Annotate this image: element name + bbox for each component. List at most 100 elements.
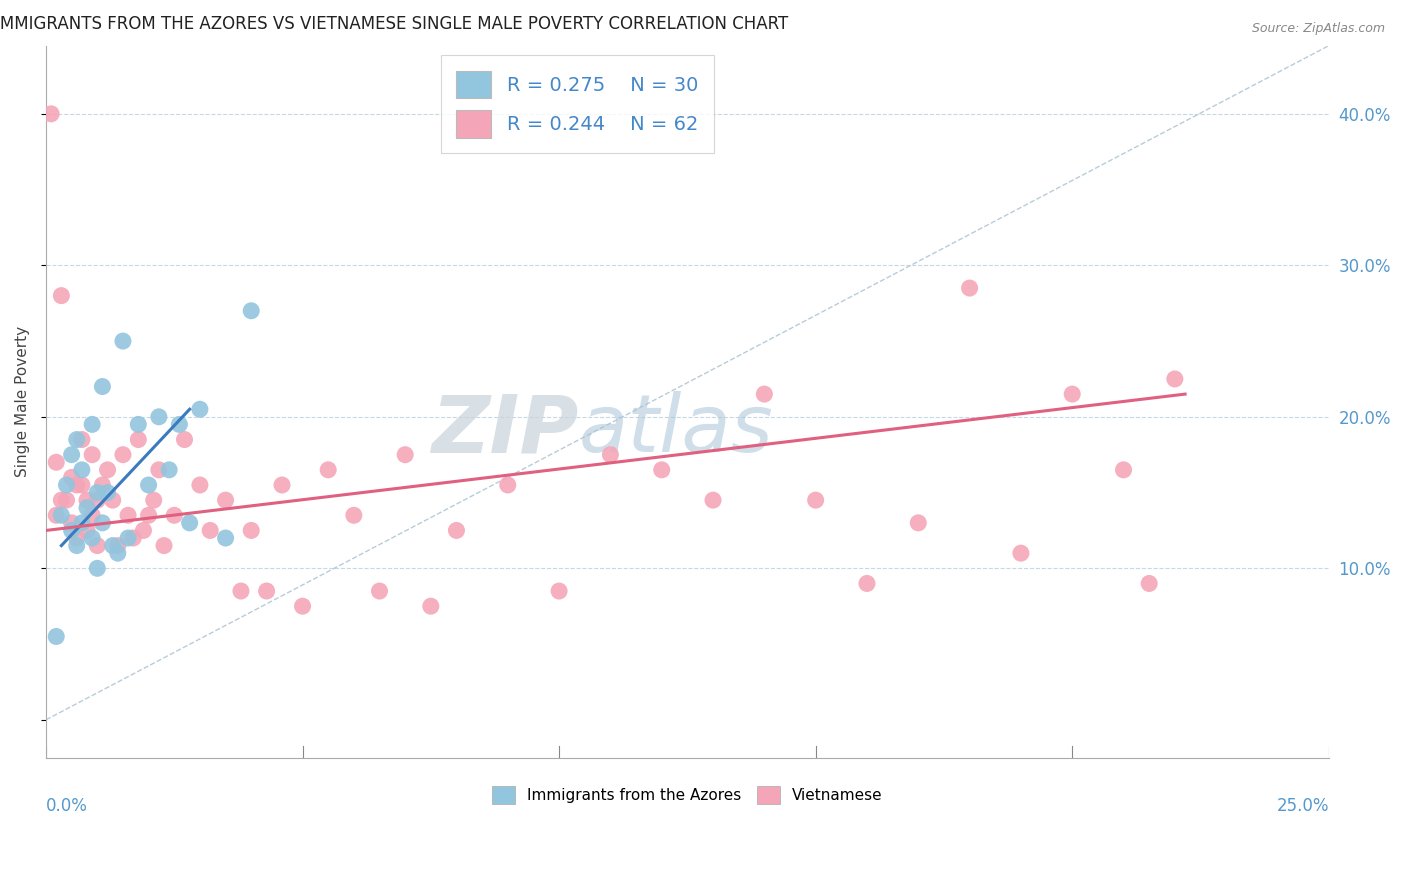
Point (959, 281, 981, 295)
Point (368, 584, 391, 599)
Point (82, 531, 104, 545)
Point (214, 531, 236, 545)
Point (240, 524, 263, 538)
Point (138, 508, 160, 523)
Point (188, 478, 211, 492)
Point (316, 463, 339, 477)
Text: IMMIGRANTS FROM THE AZORES VS VIETNAMESE SINGLE MALE POVERTY CORRELATION CHART: IMMIGRANTS FROM THE AZORES VS VIETNAMESE… (0, 15, 787, 33)
Point (132, 524, 155, 538)
Text: atlas: atlas (578, 392, 773, 469)
Point (60, 470, 83, 484)
Point (446, 524, 468, 538)
Point (70, 478, 93, 492)
Point (96, 463, 118, 477)
Point (45, 630, 67, 644)
Point (55, 493, 77, 508)
Point (1062, 387, 1084, 401)
Point (271, 478, 294, 492)
Point (107, 546, 129, 560)
Point (76, 500, 98, 515)
Point (138, 478, 160, 492)
Point (60, 524, 83, 538)
Point (599, 448, 621, 462)
Point (1112, 463, 1135, 477)
Point (702, 493, 724, 508)
Point (127, 417, 149, 432)
Point (51, 508, 73, 523)
Point (1164, 372, 1187, 386)
Point (179, 516, 201, 530)
Point (496, 478, 519, 492)
Point (754, 387, 776, 401)
Point (291, 599, 314, 614)
Point (111, 334, 134, 348)
Point (60, 448, 83, 462)
Point (107, 539, 129, 553)
Point (55, 478, 77, 492)
Point (76, 524, 98, 538)
Point (148, 463, 170, 477)
Point (45, 455, 67, 469)
Text: ZIP: ZIP (432, 392, 578, 469)
Point (122, 531, 145, 545)
Point (117, 508, 139, 523)
Point (86, 493, 108, 508)
Point (70, 433, 93, 447)
Point (394, 448, 416, 462)
Point (70, 463, 93, 477)
Text: 0.0%: 0.0% (46, 797, 87, 814)
Point (66, 531, 89, 545)
Point (91, 516, 114, 530)
Point (82, 448, 104, 462)
Point (256, 584, 278, 599)
Point (214, 493, 236, 508)
Point (86, 485, 108, 500)
Point (51, 493, 73, 508)
Point (1137, 576, 1160, 591)
Point (142, 493, 165, 508)
Point (66, 539, 89, 553)
Point (153, 539, 176, 553)
Point (173, 433, 195, 447)
Point (1010, 546, 1032, 560)
Point (127, 433, 149, 447)
Point (907, 516, 929, 530)
Point (229, 584, 252, 599)
Point (45, 508, 67, 523)
Point (157, 463, 180, 477)
Point (188, 402, 211, 417)
Point (198, 524, 221, 538)
Point (51, 288, 73, 302)
Point (804, 493, 827, 508)
Point (343, 508, 366, 523)
Point (96, 485, 118, 500)
Point (86, 539, 108, 553)
Point (148, 409, 170, 424)
Point (82, 508, 104, 523)
Text: Source: ZipAtlas.com: Source: ZipAtlas.com (1251, 22, 1385, 36)
Point (169, 417, 191, 432)
Point (111, 448, 134, 462)
Point (91, 379, 114, 393)
Point (60, 516, 83, 530)
Point (76, 493, 98, 508)
Point (240, 303, 263, 318)
Point (86, 561, 108, 575)
Point (651, 463, 673, 477)
Point (419, 599, 441, 614)
Point (70, 516, 93, 530)
Point (39, 107, 62, 121)
Point (548, 584, 571, 599)
Point (163, 508, 186, 523)
Text: 25.0%: 25.0% (1277, 797, 1329, 814)
Point (117, 531, 139, 545)
Point (101, 493, 124, 508)
Y-axis label: Single Male Poverty: Single Male Poverty (15, 326, 30, 477)
Point (66, 478, 89, 492)
Point (101, 539, 124, 553)
Point (82, 417, 104, 432)
Point (91, 478, 114, 492)
Legend: R = 0.275    N = 30, R = 0.244    N = 62: R = 0.275 N = 30, R = 0.244 N = 62 (440, 55, 714, 153)
Point (856, 576, 879, 591)
Point (66, 433, 89, 447)
